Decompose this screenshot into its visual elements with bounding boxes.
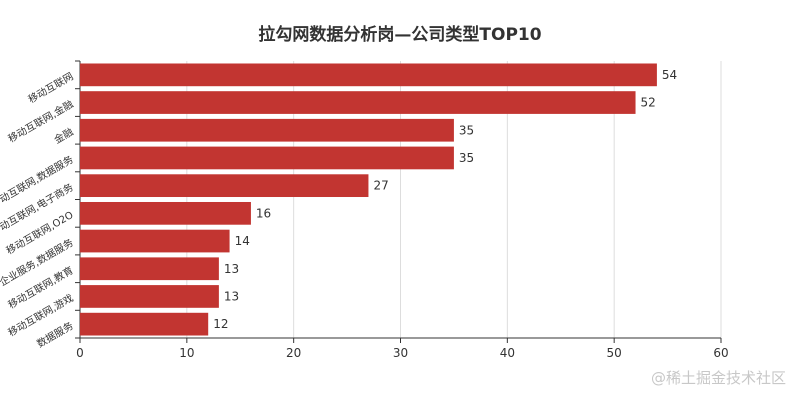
bar [80, 201, 251, 225]
bar [80, 285, 219, 308]
data-label: 52 [641, 96, 656, 110]
data-label: 27 [373, 179, 388, 193]
data-label: 14 [235, 234, 250, 248]
data-label: 12 [213, 317, 228, 331]
data-label: 54 [662, 68, 677, 82]
bar [80, 118, 454, 142]
bar [80, 91, 636, 114]
bar [80, 146, 454, 170]
bar [80, 63, 657, 87]
data-label: 13 [224, 262, 239, 276]
chart-title: 拉勾网数据分析岗—公司类型TOP10 [258, 25, 542, 45]
x-tick-label: 0 [76, 346, 84, 360]
data-label: 13 [224, 289, 239, 303]
bar [80, 174, 369, 198]
x-tick-label: 60 [713, 346, 728, 360]
x-tick-label: 20 [286, 346, 301, 360]
x-tick-label: 30 [393, 346, 408, 360]
bar [80, 229, 230, 253]
x-tick-label: 40 [500, 346, 515, 360]
data-label: 35 [459, 123, 474, 137]
x-tick-label: 10 [179, 346, 194, 360]
y-tick-label: 金融 [52, 125, 76, 146]
y-tick-label: 数据服务 [34, 319, 75, 350]
bar [80, 312, 209, 336]
bar [80, 257, 219, 281]
watermark: @稀土掘金技术社区 [650, 369, 786, 387]
x-tick-label: 50 [607, 346, 622, 360]
data-label: 35 [459, 151, 474, 165]
data-label: 16 [256, 206, 271, 220]
